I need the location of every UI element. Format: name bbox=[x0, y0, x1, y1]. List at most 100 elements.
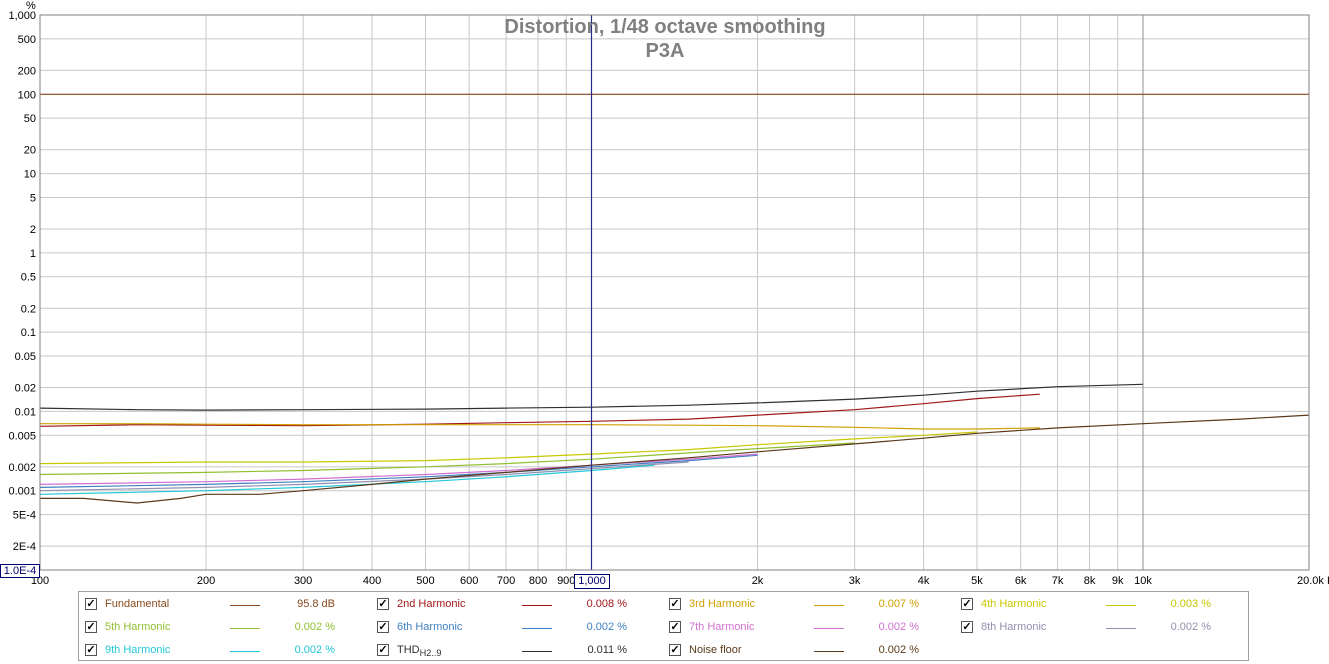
legend-checkbox-3rd-harmonic[interactable]: ✓ bbox=[669, 598, 681, 610]
y-tick-label: 2 bbox=[30, 224, 36, 236]
y-tick-label: 1,000 bbox=[8, 10, 36, 22]
x-tick-label: 800 bbox=[529, 575, 547, 587]
legend-value-9th-harmonic: 0.002 % bbox=[294, 644, 335, 656]
y-tick-label: 0.5 bbox=[21, 272, 36, 284]
x-tick-label: 9k bbox=[1112, 575, 1124, 587]
legend-item-5th-harmonic: ✓ 5th Harmonic 0.002 % bbox=[85, 619, 365, 639]
x-tick-label: 4k bbox=[918, 575, 930, 587]
legend-item-9th-harmonic: ✓ 9th Harmonic 0.002 % bbox=[85, 642, 365, 662]
legend-label-4th-harmonic: 4th Harmonic bbox=[981, 598, 1047, 610]
legend-label-9th-harmonic: 9th Harmonic bbox=[105, 644, 171, 656]
legend-label-2nd-harmonic: 2nd Harmonic bbox=[397, 598, 466, 610]
distortion-chart: 2E-4 5E-4 0.001 0.002 0.005 0.01 0.02 0.05 0.1 0.… bbox=[8, 0, 1329, 587]
legend-checkbox-thd[interactable]: ✓ bbox=[377, 644, 389, 656]
legend-swatch-2nd-harmonic bbox=[522, 605, 552, 606]
legend-swatch-9th-harmonic bbox=[230, 651, 260, 652]
legend-checkbox-2nd-harmonic[interactable]: ✓ bbox=[377, 598, 389, 610]
3rd-harmonic-line bbox=[40, 423, 1040, 430]
x-tick-label: 600 bbox=[460, 575, 478, 587]
cursor-y-readout[interactable]: 1.0E-4 bbox=[0, 564, 40, 578]
y-tick-label: 0.2 bbox=[21, 303, 36, 315]
x-tick-label: 3k bbox=[849, 575, 861, 587]
x-tick-label: 700 bbox=[497, 575, 515, 587]
legend-swatch-4th-harmonic bbox=[1106, 605, 1136, 606]
legend-item-thd: ✓ THDH2..9 0.011 % bbox=[377, 642, 657, 662]
x-tick-label: 200 bbox=[197, 575, 215, 587]
legend-value-thd: 0.011 % bbox=[587, 644, 627, 656]
y-tick-label: 0.05 bbox=[15, 351, 36, 363]
x-tick-label: 500 bbox=[416, 575, 434, 587]
x-tick-label: 20.0k Hz bbox=[1297, 575, 1329, 587]
y-tick-label: 0.002 bbox=[8, 462, 36, 474]
y-tick-label: 50 bbox=[24, 113, 36, 125]
legend: ✓ Fundamental 95.8 dB ✓ 2nd Harmonic 0.008 % ✓… bbox=[78, 591, 1249, 661]
legend-label-7th-harmonic: 7th Harmonic bbox=[689, 621, 755, 633]
legend-item-noise-floor: ✓ Noise floor 0.002 % bbox=[669, 642, 949, 662]
legend-value-4th-harmonic: 0.003 % bbox=[1170, 598, 1211, 610]
plot-frame bbox=[39, 14, 1310, 571]
y-tick-labels: 2E-4 5E-4 0.001 0.002 0.005 0.01 0.02 0.05 0.1 0.… bbox=[8, 10, 36, 553]
legend-value-fundamental: 95.8 dB bbox=[297, 598, 335, 610]
legend-checkbox-6th-harmonic[interactable]: ✓ bbox=[377, 621, 389, 633]
legend-swatch-noise-floor bbox=[814, 651, 844, 652]
legend-value-noise-floor: 0.002 % bbox=[878, 644, 919, 656]
y-tick-label: 1 bbox=[30, 248, 36, 260]
noise-floor-line bbox=[40, 414, 1310, 504]
legend-checkbox-4th-harmonic[interactable]: ✓ bbox=[961, 598, 973, 610]
legend-label-subscript: H2..9 bbox=[419, 648, 442, 659]
legend-swatch-8th-harmonic bbox=[1106, 628, 1136, 629]
legend-swatch-5th-harmonic bbox=[230, 628, 260, 629]
y-tick-label: 0.005 bbox=[8, 430, 36, 442]
x-tick-label: 10k bbox=[1134, 575, 1152, 587]
legend-checkbox-fundamental[interactable]: ✓ bbox=[85, 598, 97, 610]
legend-swatch-6th-harmonic bbox=[522, 628, 552, 629]
y-axis-unit: % bbox=[26, 0, 36, 12]
x-tick-label: 300 bbox=[294, 575, 312, 587]
legend-checkbox-9th-harmonic[interactable]: ✓ bbox=[85, 644, 97, 656]
legend-item-7th-harmonic: ✓ 7th Harmonic 0.002 % bbox=[669, 619, 949, 639]
legend-label-8th-harmonic: 8th Harmonic bbox=[981, 621, 1047, 633]
x-tick-label: 8k bbox=[1084, 575, 1096, 587]
legend-swatch-thd bbox=[522, 651, 552, 652]
chart-subtitle: P3A bbox=[646, 40, 685, 62]
legend-checkbox-8th-harmonic[interactable]: ✓ bbox=[961, 621, 973, 633]
x-tick-label: 5k bbox=[971, 575, 983, 587]
cursor-x-readout[interactable]: 1,000 bbox=[574, 574, 610, 589]
4th-harmonic-line bbox=[39, 431, 978, 465]
chart-title: Distortion, 1/48 octave smoothing bbox=[504, 16, 825, 38]
y-tick-label: 500 bbox=[18, 34, 36, 46]
legend-item-fundamental: ✓ Fundamental 95.8 dB bbox=[85, 596, 365, 616]
y-tick-label: 0.01 bbox=[15, 406, 36, 418]
y-tick-label: 200 bbox=[18, 65, 36, 77]
legend-checkbox-7th-harmonic[interactable]: ✓ bbox=[669, 621, 681, 633]
x-tick-labels: 100 200 300 400 500 600 700 800 900 2k 3k 4k 5k 6k 7k 8… bbox=[31, 575, 1329, 587]
thd-line bbox=[39, 383, 1144, 411]
legend-value-3rd-harmonic: 0.007 % bbox=[878, 598, 919, 610]
x-tick-label: 2k bbox=[752, 575, 764, 587]
legend-label-5th-harmonic: 5th Harmonic bbox=[105, 621, 171, 633]
legend-checkbox-noise-floor[interactable]: ✓ bbox=[669, 644, 681, 656]
y-tick-label: 2E-4 bbox=[13, 541, 36, 553]
legend-label-6th-harmonic: 6th Harmonic bbox=[397, 621, 463, 633]
legend-value-8th-harmonic: 0.002 % bbox=[1170, 621, 1211, 633]
x-tick-label: 6k bbox=[1015, 575, 1027, 587]
x-tick-label: 400 bbox=[363, 575, 381, 587]
legend-label-3rd-harmonic: 3rd Harmonic bbox=[689, 598, 756, 610]
legend-swatch-3rd-harmonic bbox=[814, 605, 844, 606]
legend-swatch-7th-harmonic bbox=[814, 628, 844, 629]
legend-item-6th-harmonic: ✓ 6th Harmonic 0.002 % bbox=[377, 619, 657, 639]
x-tick-label: 900 bbox=[557, 575, 575, 587]
y-tick-label: 0.02 bbox=[15, 383, 36, 395]
legend-value-6th-harmonic: 0.002 % bbox=[586, 621, 627, 633]
legend-value-7th-harmonic: 0.002 % bbox=[878, 621, 919, 633]
legend-label-thd: THDH2..9 bbox=[397, 644, 442, 659]
y-tick-label: 0.001 bbox=[8, 486, 36, 498]
y-tick-label: 100 bbox=[18, 89, 36, 101]
6th-harmonic-line bbox=[39, 454, 758, 488]
y-tick-label: 5 bbox=[30, 192, 36, 204]
legend-value-5th-harmonic: 0.002 % bbox=[294, 621, 335, 633]
y-tick-label: 0.1 bbox=[21, 327, 36, 339]
legend-item-4th-harmonic: ✓ 4th Harmonic 0.003 % bbox=[961, 596, 1241, 616]
legend-label-fundamental: Fundamental bbox=[105, 598, 170, 610]
legend-checkbox-5th-harmonic[interactable]: ✓ bbox=[85, 621, 97, 633]
